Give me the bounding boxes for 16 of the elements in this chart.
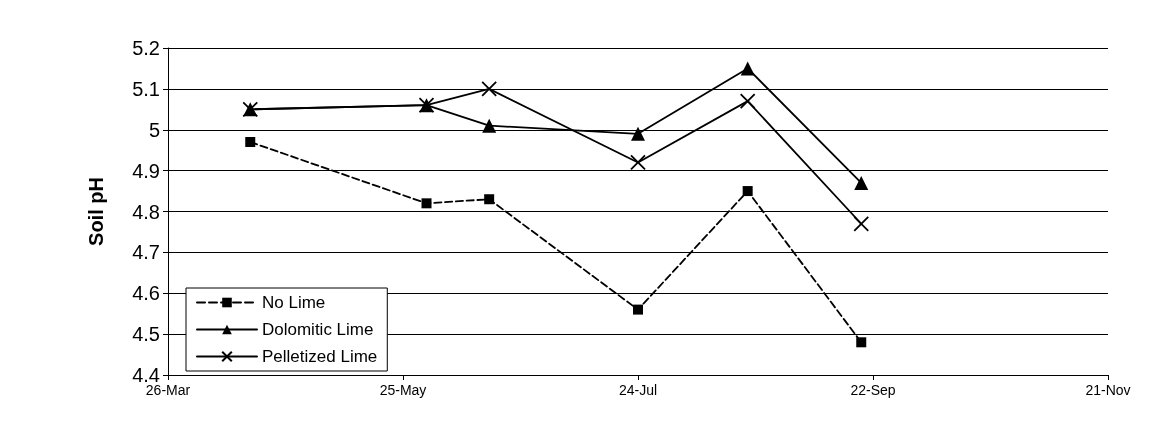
y-tick-label: 5.1	[132, 77, 160, 100]
legend-label: Dolomitic Lime	[262, 320, 374, 339]
y-tick-label: 5.2	[132, 37, 160, 59]
legend-label: Pelletized Lime	[262, 347, 378, 366]
legend-label: No Lime	[262, 293, 326, 312]
y-tick-label: 4.5	[132, 323, 160, 346]
x-tick-label: 25-May	[379, 382, 427, 398]
y-tick-label: 4.6	[132, 282, 160, 305]
x-tick-label: 21-Nov	[1085, 382, 1131, 398]
y-tick-label: 4.8	[132, 200, 160, 223]
y-axis-title: Soil pH	[85, 177, 107, 246]
y-tick-label: 5	[148, 118, 160, 141]
y-tick-label: 4.9	[132, 159, 160, 182]
y-tick-label: 4.7	[132, 241, 160, 264]
x-tick-label: 22-Sep	[850, 382, 896, 398]
x-tick-label: 24-Jul	[618, 382, 658, 398]
